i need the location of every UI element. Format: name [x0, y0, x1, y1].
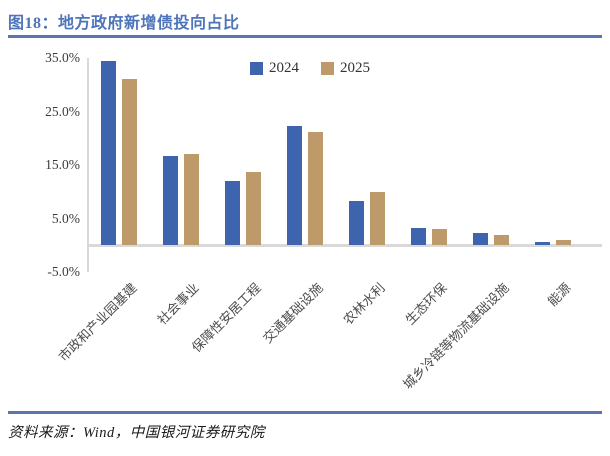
bar-2024-category-6	[411, 227, 426, 246]
bar-2024-category-2	[163, 155, 178, 246]
bar-2025-category-5	[370, 192, 385, 246]
bar-2025-category-6	[432, 228, 447, 246]
bar-2024-category-4	[287, 126, 302, 246]
legend-swatch-2024	[250, 62, 263, 75]
x-axis-label-6: 生态环保	[402, 280, 450, 328]
bar-2024-category-7	[473, 233, 488, 246]
x-axis-label-1: 市政和产业园基建	[55, 280, 140, 365]
y-axis-line	[87, 58, 89, 272]
chart-legend: 2024 2025	[250, 60, 370, 77]
title-rule	[8, 35, 602, 38]
y-axis-tick-3: 15.0%	[45, 157, 80, 172]
bar-2025-category-4	[308, 131, 323, 246]
bar-2024-category-8	[535, 241, 550, 246]
legend-item-2024: 2024	[250, 60, 299, 77]
bar-2025-category-7	[494, 235, 509, 246]
bar-2025-category-8	[556, 239, 571, 246]
bar-2025-category-3	[246, 171, 261, 246]
x-axis-line	[87, 244, 602, 247]
x-axis-label-8: 能源	[544, 280, 574, 310]
legend-swatch-2025	[321, 62, 334, 75]
footer-rule	[8, 411, 602, 414]
figure-title: 图18：地方政府新增债投向占比	[8, 15, 240, 32]
y-axis-tick-2: 25.0%	[45, 103, 80, 119]
y-axis-tick-1: 35.0%	[45, 50, 80, 65]
x-axis-label-2: 社会事业	[154, 280, 202, 328]
x-axis-label-4: 交通基础设施	[259, 280, 326, 346]
x-axis-label-5: 农林水利	[340, 280, 388, 328]
legend-item-2025: 2025	[321, 60, 370, 77]
legend-label-2024: 2024	[269, 60, 299, 76]
x-axis-label-7: 城乡冷链等物流基础设施	[399, 280, 512, 392]
y-axis-tick-4: 5.0%	[51, 210, 80, 226]
x-axis-labels: 市政和产业园基建 社会事业 保障性安居工程 交通基础设施 农林水利 生态环保 城乡冷链等物流…	[0, 278, 610, 406]
bar-2024-category-1	[101, 60, 116, 246]
plot-area	[87, 58, 602, 272]
y-axis-tick-5: -5.0%	[47, 264, 80, 279]
bar-2024-category-3	[225, 180, 240, 246]
source-note: 资料来源：Wind，中国银河证券研究院	[8, 425, 265, 441]
legend-label-2025: 2025	[340, 60, 370, 76]
bar-2025-category-1	[122, 79, 137, 246]
bar-2024-category-5	[349, 200, 364, 246]
bar-2025-category-2	[184, 153, 199, 246]
